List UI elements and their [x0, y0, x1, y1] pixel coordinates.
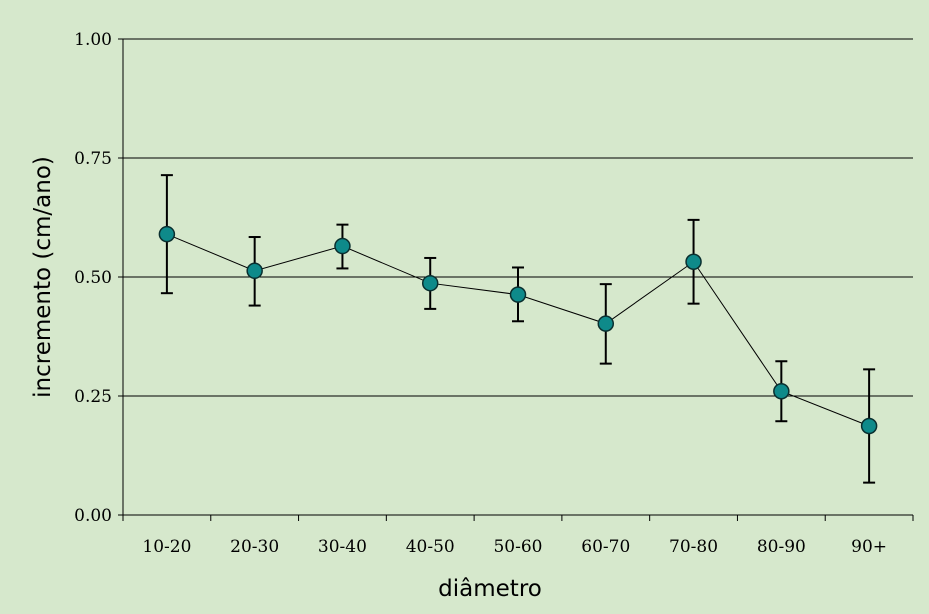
y-tick-label: 0.00 — [74, 506, 112, 526]
data-point — [158, 225, 176, 243]
data-point — [597, 315, 615, 332]
series-line — [166, 233, 870, 427]
x-tick-label: 20-30 — [230, 537, 279, 557]
error-bars — [160, 174, 876, 484]
y-tick-label: 0.75 — [74, 149, 112, 169]
data-point — [685, 253, 702, 271]
y-tick-label: 0.25 — [74, 387, 112, 407]
x-tick-label: 90+ — [851, 537, 887, 557]
x-tick-label: 30-40 — [318, 537, 367, 557]
y-axis-title: incremento (cm/ano) — [30, 156, 56, 398]
data-point — [334, 237, 351, 255]
grid-lines — [123, 38, 913, 397]
tick-labels: 0.00 0.25 0.50 0.75 1.00 10-20 20-30 30-40 40-50… — [74, 30, 887, 557]
x-tick-label: 40-50 — [406, 537, 455, 557]
y-tick-label: 0.50 — [74, 268, 112, 288]
y-tick-label: 1.00 — [74, 30, 112, 50]
x-tick-label: 70-80 — [669, 537, 718, 557]
x-tick-label: 10-20 — [142, 537, 191, 557]
axes — [118, 38, 914, 521]
data-point — [246, 262, 263, 280]
x-tick-label: 50-60 — [493, 537, 542, 557]
x-axis-title: diâmetro — [438, 576, 542, 602]
data-point — [509, 286, 527, 303]
data-point — [421, 274, 439, 292]
data-point — [860, 417, 878, 435]
data-points — [158, 225, 878, 435]
series-polyline — [166, 233, 870, 427]
x-tick-label: 80-90 — [757, 537, 806, 557]
data-point — [773, 382, 790, 400]
x-tick-label: 60-70 — [581, 537, 630, 557]
